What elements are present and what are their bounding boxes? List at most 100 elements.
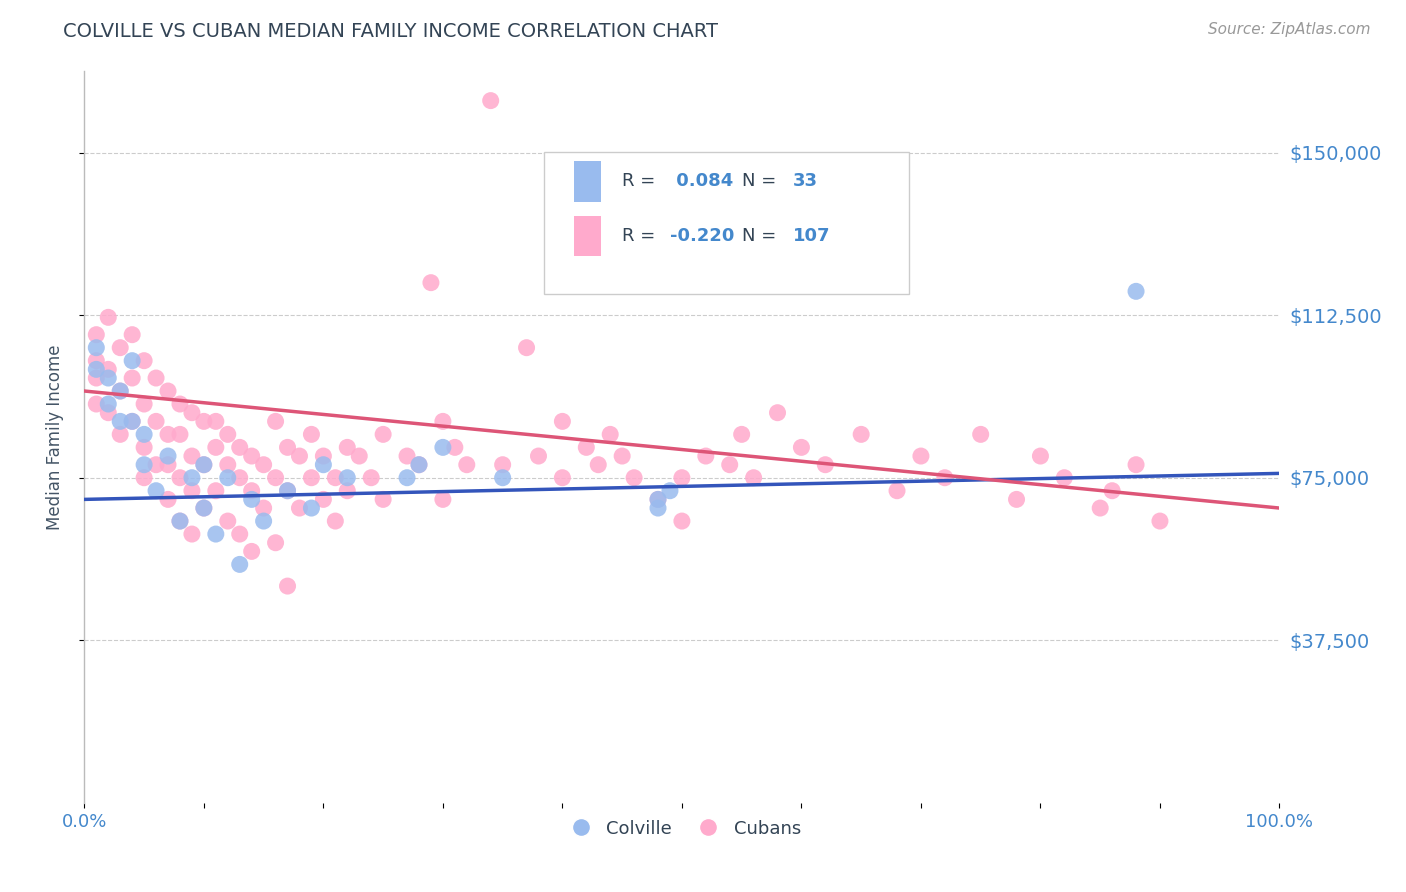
Point — [790, 441, 813, 455]
Point — [766, 406, 789, 420]
Point — [1125, 458, 1147, 472]
Point — [647, 492, 669, 507]
Point — [373, 427, 395, 442]
Point — [396, 449, 419, 463]
Point — [623, 471, 645, 485]
Point — [731, 427, 754, 442]
Point — [86, 341, 108, 355]
Point — [396, 471, 419, 485]
Point — [229, 471, 252, 485]
Point — [659, 483, 682, 498]
Point — [1053, 471, 1076, 485]
Point — [408, 458, 430, 472]
Text: COLVILLE VS CUBAN MEDIAN FAMILY INCOME CORRELATION CHART: COLVILLE VS CUBAN MEDIAN FAMILY INCOME C… — [63, 22, 718, 41]
Point — [145, 414, 167, 428]
Point — [229, 441, 252, 455]
Point — [169, 471, 191, 485]
Point — [121, 414, 143, 428]
Point — [86, 397, 108, 411]
Text: R =: R = — [623, 172, 661, 190]
Point — [277, 483, 299, 498]
Point — [612, 449, 634, 463]
Point — [217, 458, 239, 472]
Point — [205, 483, 228, 498]
Point — [181, 471, 204, 485]
Point — [910, 449, 932, 463]
Point — [551, 471, 574, 485]
Point — [432, 441, 454, 455]
Point — [516, 341, 538, 355]
Point — [408, 458, 430, 472]
Point — [527, 449, 550, 463]
Point — [97, 310, 120, 325]
Point — [132, 441, 156, 455]
Point — [217, 471, 239, 485]
Point — [86, 362, 108, 376]
Point — [492, 458, 515, 472]
Point — [479, 94, 502, 108]
Point — [671, 471, 693, 485]
Point — [110, 414, 132, 428]
Point — [253, 501, 276, 516]
Point — [277, 579, 299, 593]
Point — [157, 427, 180, 442]
Point — [336, 441, 359, 455]
Point — [1005, 492, 1028, 507]
Point — [301, 427, 323, 442]
Point — [1029, 449, 1052, 463]
Point — [253, 458, 276, 472]
Point — [456, 458, 478, 472]
Point — [312, 458, 335, 472]
Point — [132, 458, 156, 472]
Point — [193, 458, 215, 472]
Point — [121, 414, 143, 428]
Point — [264, 471, 287, 485]
Point — [647, 492, 669, 507]
Point — [205, 414, 228, 428]
Point — [312, 449, 335, 463]
Point — [695, 449, 717, 463]
Legend: Colville, Cubans: Colville, Cubans — [555, 813, 808, 845]
Text: R =: R = — [623, 227, 661, 245]
Point — [325, 514, 347, 528]
FancyBboxPatch shape — [544, 152, 910, 294]
Point — [253, 514, 276, 528]
Point — [217, 514, 239, 528]
Point — [97, 362, 120, 376]
Point — [886, 483, 908, 498]
Point — [1125, 285, 1147, 299]
Point — [1090, 501, 1112, 516]
Point — [86, 371, 108, 385]
Point — [301, 501, 323, 516]
Point — [444, 441, 467, 455]
Text: N =: N = — [742, 227, 782, 245]
Point — [86, 353, 108, 368]
Point — [97, 371, 120, 385]
Point — [325, 471, 347, 485]
Point — [145, 371, 167, 385]
Bar — [575, 161, 600, 202]
Point — [217, 427, 239, 442]
Point — [373, 492, 395, 507]
Bar — [575, 216, 600, 256]
Point — [193, 501, 215, 516]
Point — [145, 458, 167, 472]
Point — [432, 414, 454, 428]
Point — [264, 535, 287, 549]
Point — [970, 427, 993, 442]
Text: Source: ZipAtlas.com: Source: ZipAtlas.com — [1208, 22, 1371, 37]
Point — [301, 471, 323, 485]
Point — [240, 483, 263, 498]
Point — [599, 427, 621, 442]
Point — [277, 441, 299, 455]
Point — [432, 492, 454, 507]
Point — [264, 414, 287, 428]
Point — [157, 458, 180, 472]
Point — [205, 527, 228, 541]
Point — [851, 427, 873, 442]
Point — [551, 414, 574, 428]
Text: -0.220: -0.220 — [671, 227, 734, 245]
Y-axis label: Median Family Income: Median Family Income — [45, 344, 63, 530]
Text: 0.084: 0.084 — [671, 172, 733, 190]
Text: N =: N = — [742, 172, 782, 190]
